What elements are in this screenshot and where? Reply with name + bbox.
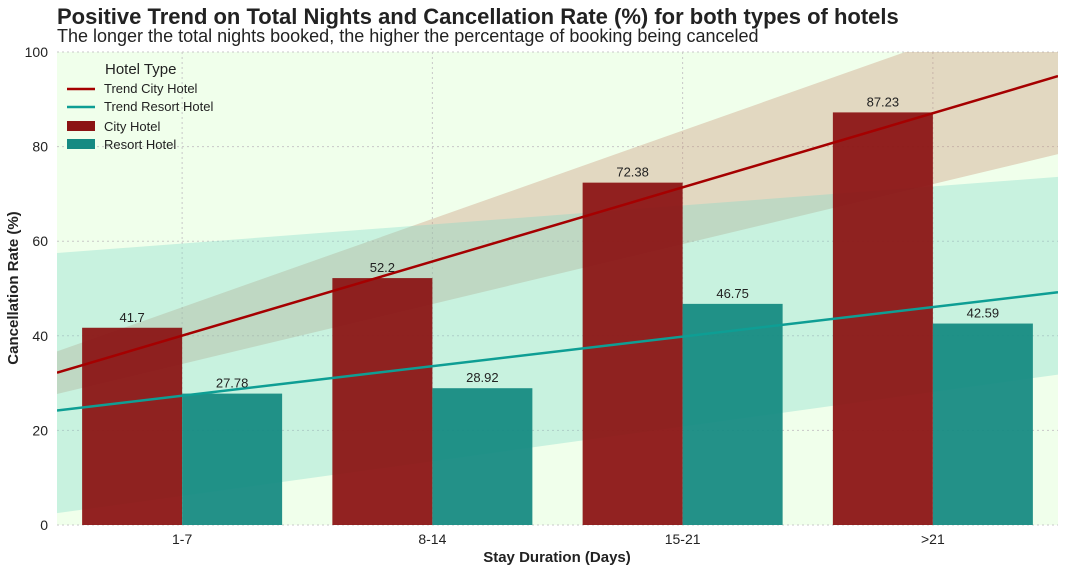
y-tick-label: 40 <box>32 328 48 344</box>
bar <box>82 327 183 525</box>
legend: Hotel Type Trend City Hotel Trend Resort… <box>67 61 213 152</box>
legend-swatch-resort-hotel <box>67 139 95 149</box>
y-axis-label: Cancellation Rate (%) <box>5 211 22 364</box>
data-label: 27.78 <box>216 376 249 391</box>
chart-title: Positive Trend on Total Nights and Cance… <box>57 4 899 29</box>
y-tick-label: 0 <box>40 517 48 533</box>
legend-label-trend-resort: Trend Resort Hotel <box>104 99 213 114</box>
data-label: 28.92 <box>466 370 499 385</box>
bar <box>932 323 1033 525</box>
bar <box>582 182 683 526</box>
legend-label-city-hotel: City Hotel <box>104 119 160 134</box>
bar <box>832 112 933 525</box>
bar <box>682 303 783 525</box>
x-tick-label: >21 <box>921 531 945 547</box>
confidence-band <box>57 176 1058 514</box>
data-label: 87.23 <box>867 94 900 109</box>
x-tick-label: 1-7 <box>172 531 192 547</box>
legend-label-resort-hotel: Resort Hotel <box>104 137 176 152</box>
trend-line <box>57 291 1058 412</box>
data-label: 52.2 <box>370 260 395 275</box>
y-tick-label: 20 <box>32 422 48 438</box>
confidence-band <box>57 52 1058 394</box>
data-label: 41.7 <box>119 310 144 325</box>
legend-title: Hotel Type <box>105 61 176 78</box>
data-label: 46.75 <box>716 286 749 301</box>
trend-line <box>57 74 1058 374</box>
legend-label-trend-city: Trend City Hotel <box>104 81 198 96</box>
x-tick-label: 8-14 <box>418 531 446 547</box>
x-axis-label: Stay Duration (Days) <box>483 549 631 566</box>
chart-subtitle: The longer the total nights booked, the … <box>57 26 759 46</box>
y-tick-label: 60 <box>32 233 48 249</box>
legend-swatch-city-hotel <box>67 121 95 131</box>
bar <box>432 388 533 525</box>
data-label: 72.38 <box>616 165 649 180</box>
bar <box>182 393 283 525</box>
y-tick-label: 80 <box>32 139 48 155</box>
x-tick-label: 15-21 <box>665 531 701 547</box>
data-label: 42.59 <box>967 306 1000 321</box>
bar <box>332 278 433 525</box>
y-tick-label: 100 <box>25 44 49 60</box>
